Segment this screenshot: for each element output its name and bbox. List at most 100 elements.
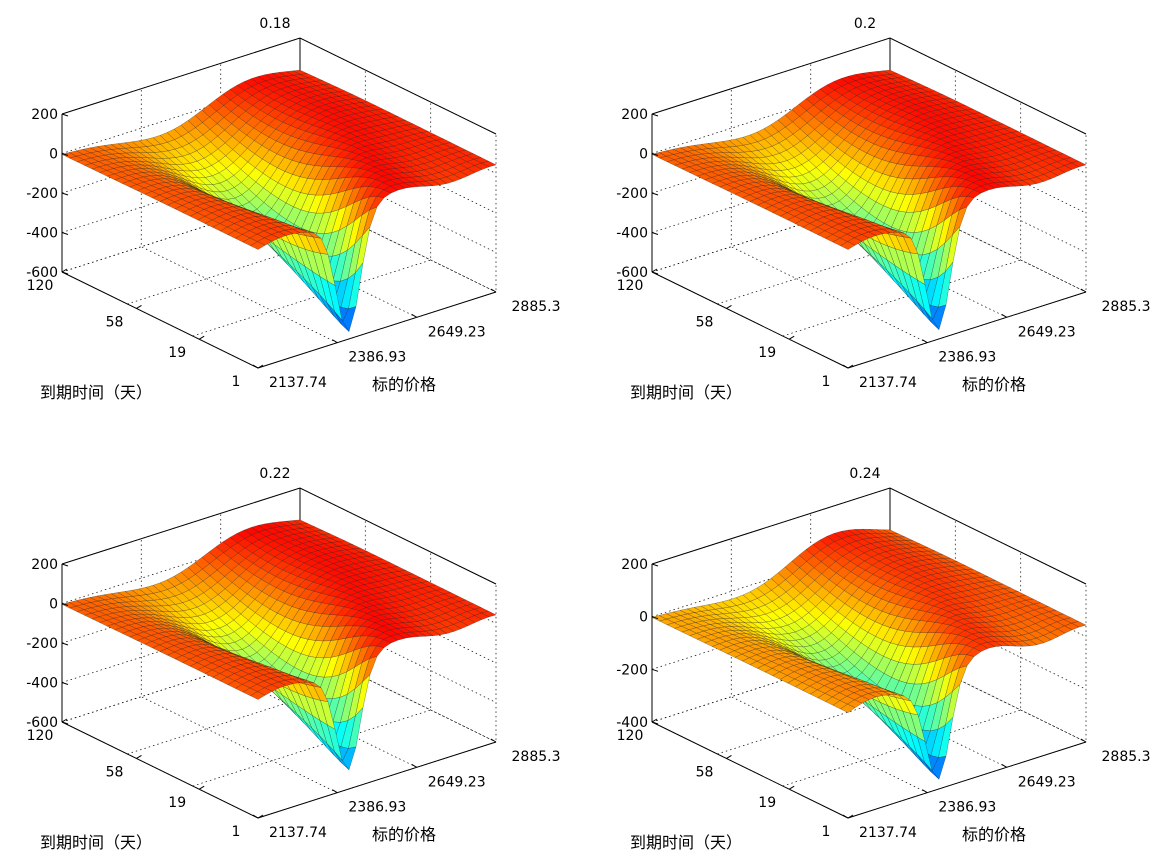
x-axis-label: 标的价格 bbox=[962, 375, 1026, 394]
z-tick-label: -200 bbox=[616, 186, 648, 202]
y-tick bbox=[257, 814, 264, 819]
grid-line bbox=[889, 488, 1087, 743]
y-tick-label: 19 bbox=[758, 795, 776, 811]
grid-line bbox=[730, 88, 928, 344]
chart-title: 0.2 bbox=[854, 16, 876, 32]
x-tick-label: 2885.3 bbox=[1102, 749, 1151, 765]
x-tick-label: 2885.3 bbox=[512, 749, 561, 765]
z-tick bbox=[651, 668, 659, 672]
y-tick bbox=[136, 755, 142, 759]
y-tick bbox=[788, 785, 795, 790]
x-axis-line bbox=[847, 291, 1087, 369]
y-tick-label: 120 bbox=[617, 728, 644, 744]
x-tick bbox=[411, 763, 417, 768]
x-tick bbox=[842, 364, 849, 369]
x-axis-line bbox=[257, 291, 497, 369]
grid-line bbox=[299, 38, 497, 293]
z-tick bbox=[61, 642, 69, 646]
z-tick bbox=[61, 232, 69, 235]
y-axis-label: 到期时间（天） bbox=[630, 383, 742, 402]
y-tick bbox=[61, 268, 68, 273]
surface bbox=[61, 69, 497, 332]
axes: -600 -400 -200 0 200 1 19 58 120 2137.74 2386.93 26… bbox=[26, 557, 560, 841]
z-tick-label: 200 bbox=[31, 557, 58, 573]
z-tick bbox=[651, 232, 659, 235]
y-tick-label: 58 bbox=[696, 314, 714, 330]
z-tick-label: 200 bbox=[621, 557, 648, 573]
y-tick bbox=[198, 335, 205, 340]
x-tick-label: 2649.23 bbox=[428, 774, 486, 790]
z-tick bbox=[651, 616, 659, 620]
x-tick-label: 2137.74 bbox=[269, 375, 327, 391]
y-tick bbox=[198, 785, 205, 790]
y-axis-label: 到期时间（天） bbox=[630, 833, 742, 852]
y-tick-label: 58 bbox=[106, 314, 124, 330]
z-tick-label: 0 bbox=[639, 147, 648, 163]
x-tick bbox=[252, 364, 259, 369]
y-axis-line bbox=[651, 721, 849, 819]
grid-line bbox=[889, 38, 1087, 293]
chart-title: 0.24 bbox=[849, 466, 880, 482]
x-axis-line bbox=[257, 741, 497, 819]
y-tick-label: 120 bbox=[27, 728, 54, 744]
y-tick-label: 1 bbox=[822, 824, 831, 840]
x-tick-label: 2386.93 bbox=[938, 800, 996, 816]
y-tick bbox=[726, 305, 732, 309]
y-tick bbox=[847, 364, 854, 369]
y-tick-label: 58 bbox=[106, 764, 124, 780]
z-tick bbox=[651, 563, 659, 567]
surface bbox=[61, 519, 497, 771]
x-tick bbox=[490, 288, 497, 293]
z-tick bbox=[651, 153, 659, 156]
z-tick bbox=[61, 271, 69, 275]
x-tick-label: 2386.93 bbox=[938, 350, 996, 366]
chart-panel-2: -600 -400 -200 0 200 1 19 58 120 2137.74 2386.93 26… bbox=[616, 16, 1150, 402]
z-tick bbox=[61, 603, 69, 606]
x-axis-label: 标的价格 bbox=[372, 375, 436, 394]
x-tick bbox=[922, 789, 928, 794]
z-tick-label: -200 bbox=[616, 662, 648, 678]
x-tick bbox=[332, 339, 338, 344]
surface-patch bbox=[250, 241, 266, 250]
z-tick-label: 200 bbox=[621, 107, 648, 123]
y-tick bbox=[136, 305, 142, 309]
y-tick-label: 120 bbox=[27, 278, 54, 294]
y-axis-label: 到期时间（天） bbox=[40, 383, 152, 402]
surface-patch bbox=[840, 703, 856, 713]
axes: -600 -400 -200 0 200 1 19 58 120 2137.74 2386.93 26… bbox=[26, 107, 560, 391]
x-tick bbox=[411, 313, 417, 318]
z-tick bbox=[61, 682, 69, 685]
grid-line bbox=[140, 88, 338, 344]
z-tick-label: -600 bbox=[26, 265, 58, 281]
x-tick bbox=[1080, 738, 1087, 743]
z-tick-label: -200 bbox=[26, 186, 58, 202]
z-tick-label: -600 bbox=[26, 715, 58, 731]
x-tick-label: 2137.74 bbox=[859, 825, 917, 841]
z-tick bbox=[651, 271, 659, 275]
y-tick-label: 19 bbox=[168, 345, 186, 361]
x-tick-label: 2649.23 bbox=[428, 324, 486, 340]
z-tick bbox=[651, 113, 659, 117]
x-tick bbox=[1080, 288, 1087, 293]
surface-patch bbox=[840, 241, 856, 250]
x-tick-label: 2649.23 bbox=[1018, 774, 1076, 790]
y-axis-label: 到期时间（天） bbox=[40, 833, 152, 852]
axes: -600 -400 -200 0 200 1 19 58 120 2137.74 2386.93 26… bbox=[616, 107, 1150, 391]
z-tick bbox=[61, 192, 69, 196]
axes: -400 -200 0 200 1 19 58 120 2137.74 2386.93 2649.2… bbox=[616, 557, 1150, 841]
z-tick bbox=[651, 721, 659, 725]
x-tick bbox=[842, 814, 849, 819]
surface bbox=[651, 529, 1087, 780]
y-tick-label: 1 bbox=[232, 824, 241, 840]
x-tick-label: 2137.74 bbox=[859, 375, 917, 391]
x-tick-label: 2649.23 bbox=[1018, 324, 1076, 340]
x-tick bbox=[252, 814, 259, 819]
z-tick-label: -200 bbox=[26, 636, 58, 652]
z-tick bbox=[61, 563, 69, 567]
y-tick-label: 19 bbox=[168, 795, 186, 811]
x-tick bbox=[332, 789, 338, 794]
x-tick-label: 2386.93 bbox=[348, 350, 406, 366]
z-tick bbox=[61, 721, 69, 725]
z-tick-label: -400 bbox=[616, 715, 648, 731]
